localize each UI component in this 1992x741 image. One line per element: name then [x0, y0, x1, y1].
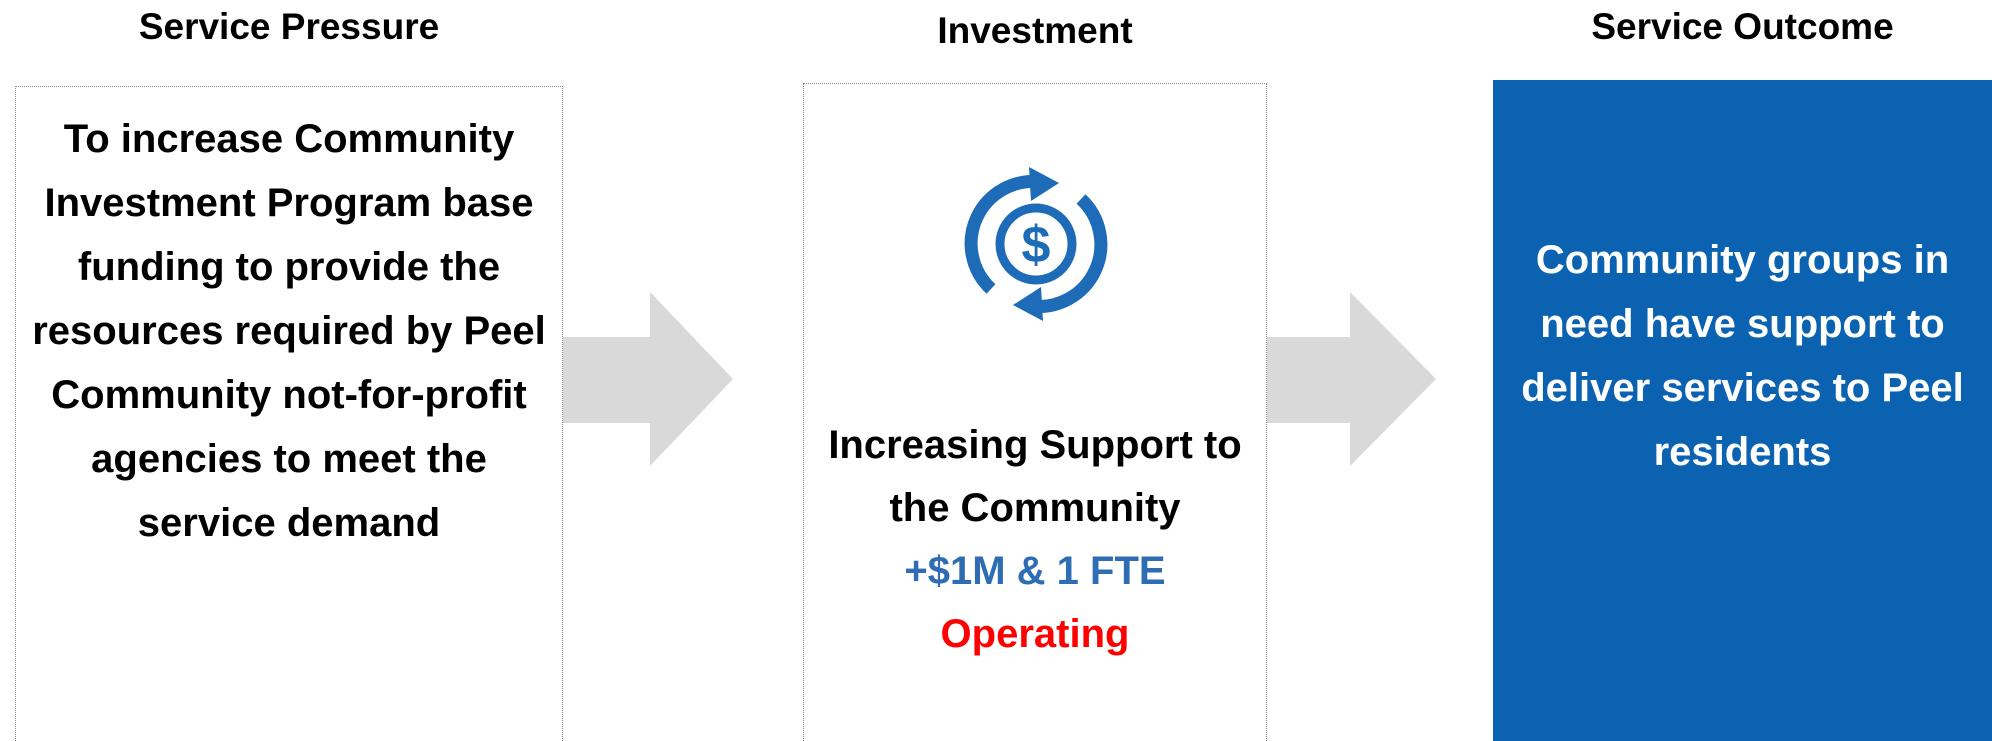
arrow — [1267, 292, 1436, 466]
heading: Service Pressure — [138, 6, 440, 47]
investment-amount: +$1M & 1 FTE — [904, 549, 1166, 593]
outcome-box: Community groups in need have support to… — [1493, 80, 1992, 741]
arrow — [563, 292, 733, 466]
investment-text: Increasing Support to the Community +$1M… — [804, 414, 1266, 666]
investment-box: $ Increasing Support to the Community +$… — [803, 83, 1267, 741]
outcome-text: Community groups in need have support to… — [1521, 238, 1964, 474]
pressure-box: To increase Community Investment Program… — [15, 86, 563, 741]
money-cycle-icon: $ — [964, 167, 1108, 321]
investment-title: Increasing Support to the Community — [828, 423, 1242, 530]
pressure-text: To increase Community Investment Program… — [32, 117, 546, 545]
heading: Service Outcome — [1591, 6, 1894, 47]
heading: Investment — [937, 10, 1133, 51]
svg-text:$: $ — [1022, 216, 1051, 274]
investment-kind: Operating — [940, 612, 1130, 656]
